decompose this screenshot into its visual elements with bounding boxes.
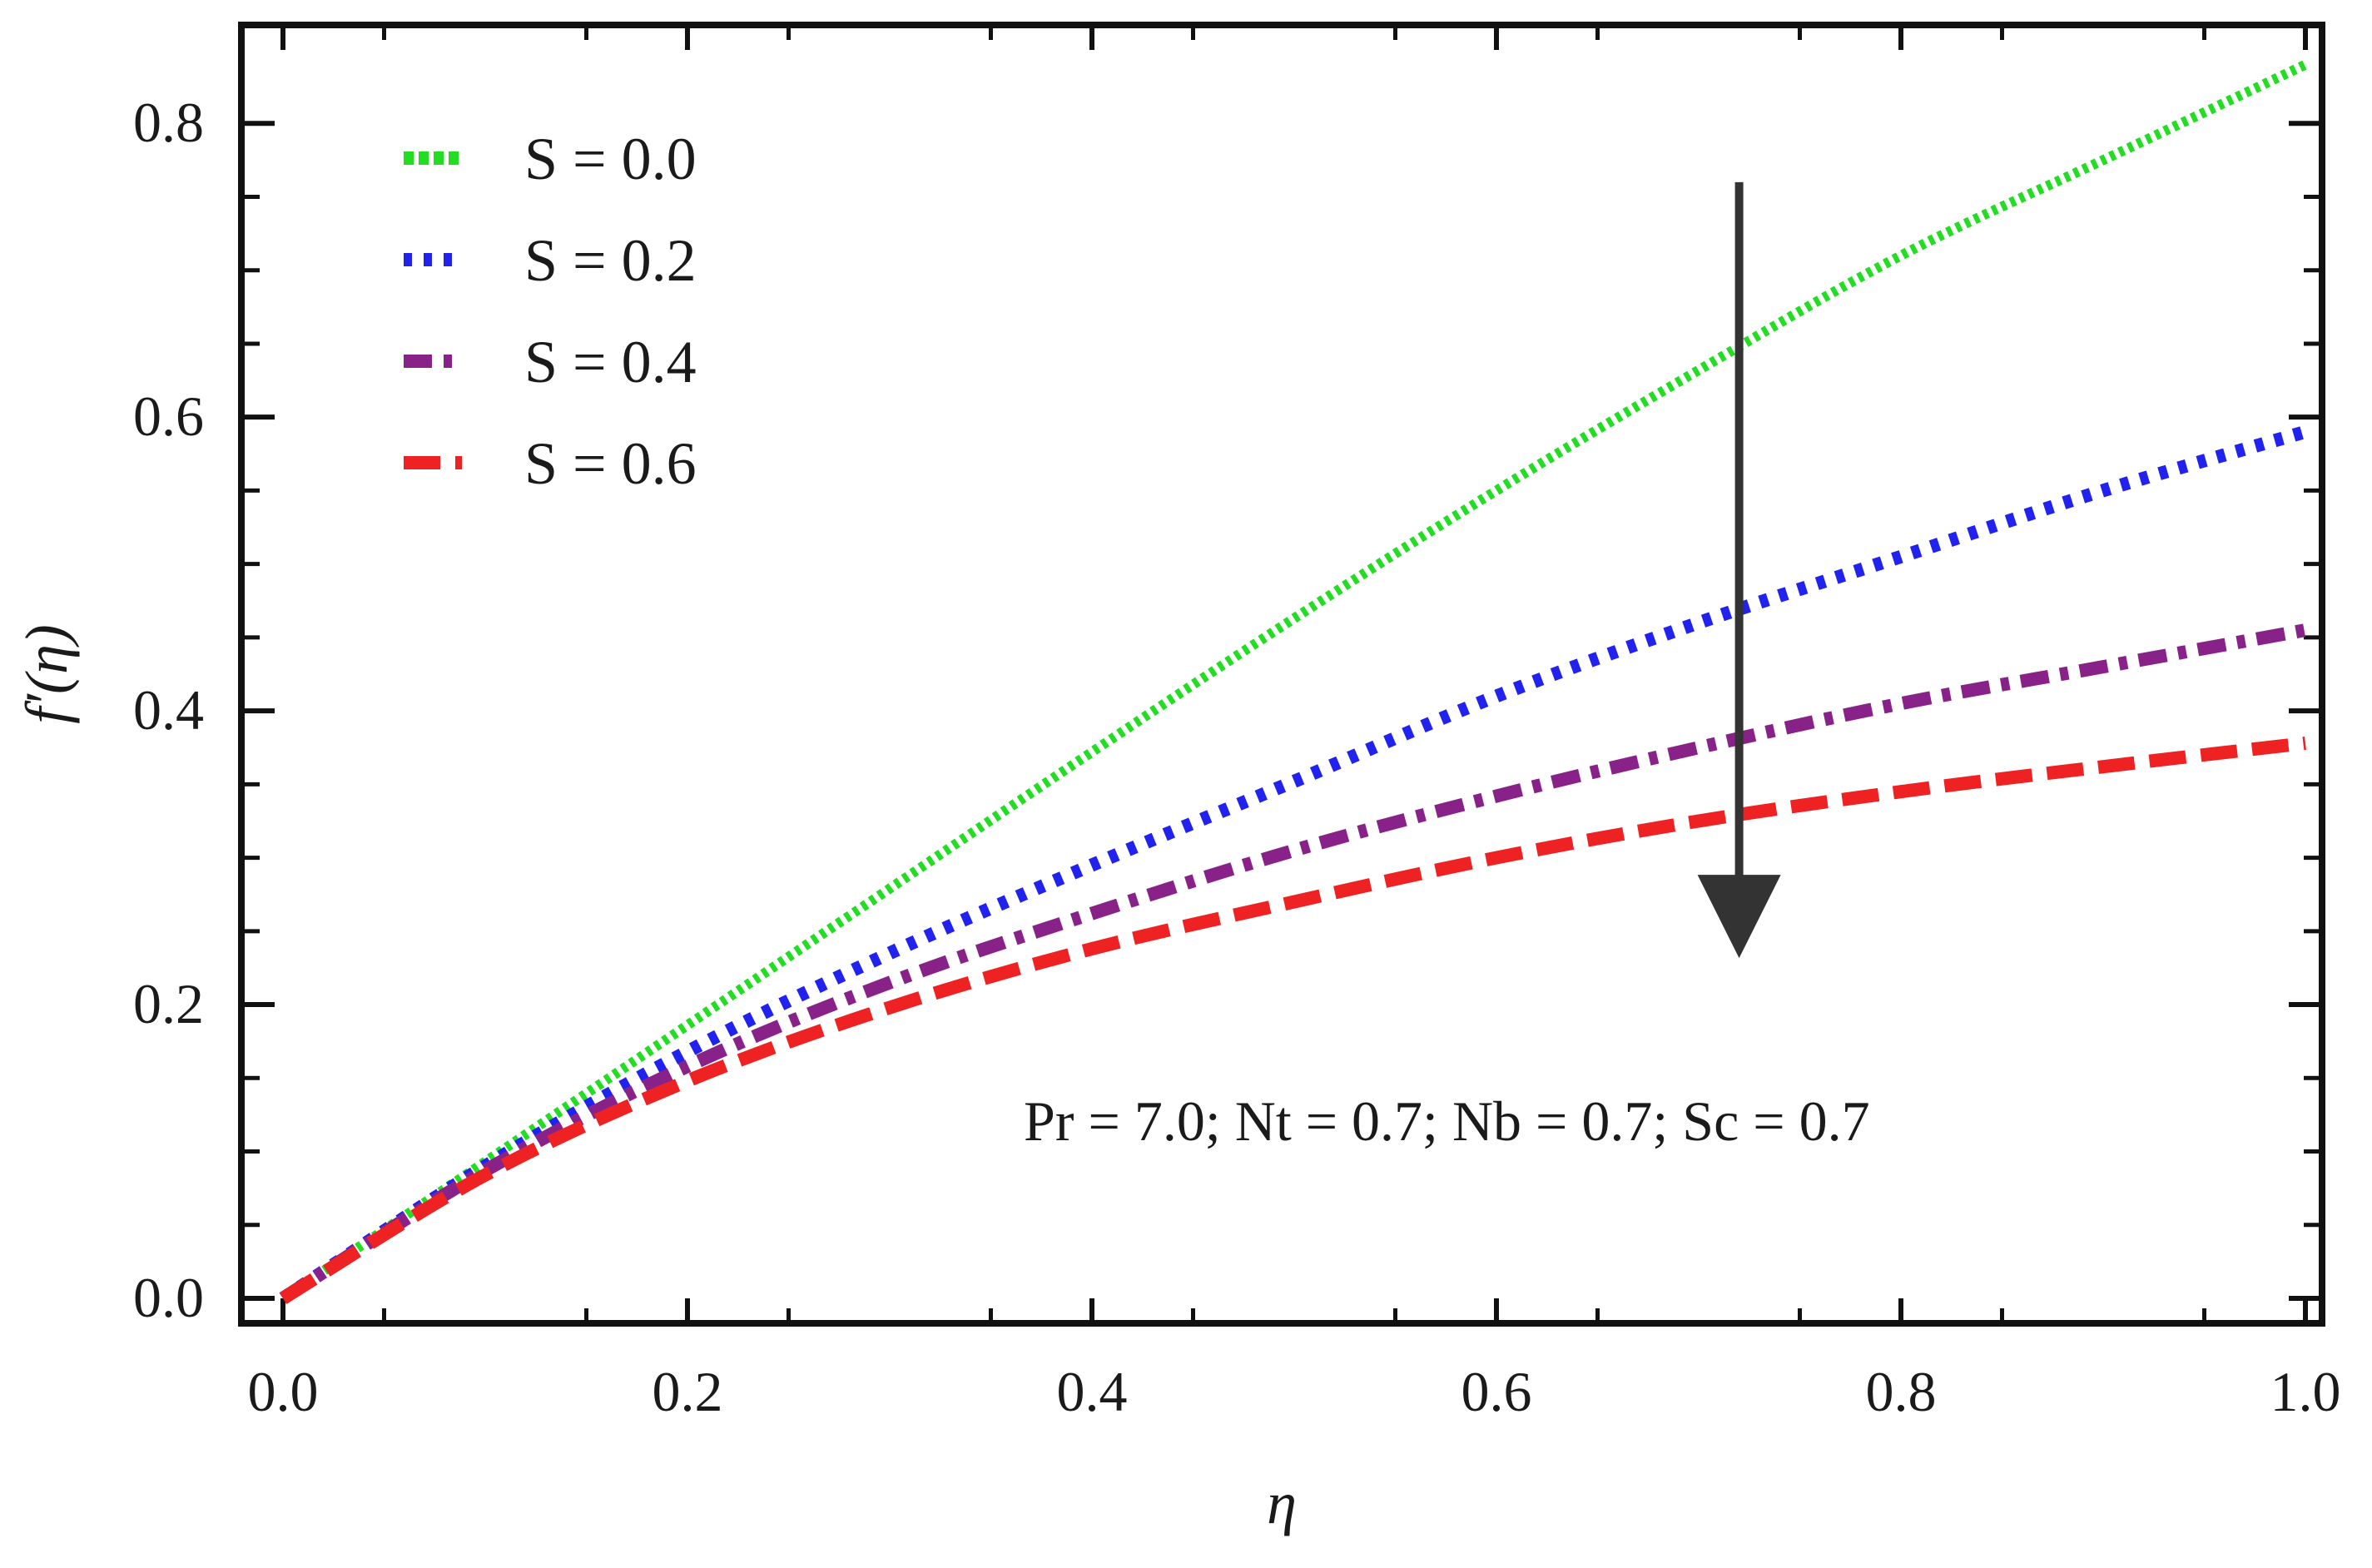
legend: S = 0.0 S = 0.2 S = 0.4 S = 0.6: [404, 126, 697, 497]
y-axis-label: f′(η): [13, 624, 80, 723]
tick-group: 0.0 0.2 0.4 0.6 0.8 1.0 0.0 0.2 0.4 0.6 0.8: [133, 25, 2341, 1423]
y-tick-label: 0.6: [133, 385, 204, 448]
x-tick-label: 0.8: [1866, 1360, 1937, 1423]
series-line: [279, 736, 2306, 1304]
legend-label: S = 0.0: [524, 126, 697, 192]
x-tick-label: 0.2: [653, 1360, 723, 1423]
x-tick-label: 0.4: [1057, 1360, 1128, 1423]
x-tick-label: 0.6: [1461, 1360, 1532, 1423]
y-tick-label: 0.8: [133, 91, 204, 154]
y-tick-label: 0.0: [133, 1266, 204, 1329]
legend-label: S = 0.2: [524, 227, 697, 294]
series-line: [279, 425, 2308, 1304]
legend-label: S = 0.6: [524, 430, 697, 497]
series-line: [280, 60, 2308, 1303]
series-layer: [279, 60, 2308, 1304]
plot-frame: [238, 22, 2325, 1327]
parameter-annotation: Pr = 7.0; Nt = 0.7; Nb = 0.7; Sc = 0.7: [1024, 1089, 1870, 1153]
y-tick-label: 0.4: [133, 678, 204, 742]
y-tick-label: 0.2: [133, 972, 204, 1035]
x-tick-label: 0.0: [248, 1360, 319, 1423]
series-line: [279, 623, 2307, 1304]
legend-label: S = 0.4: [524, 329, 697, 395]
x-axis-label: η: [1267, 1470, 1297, 1536]
x-tick-label: 1.0: [2270, 1360, 2341, 1423]
